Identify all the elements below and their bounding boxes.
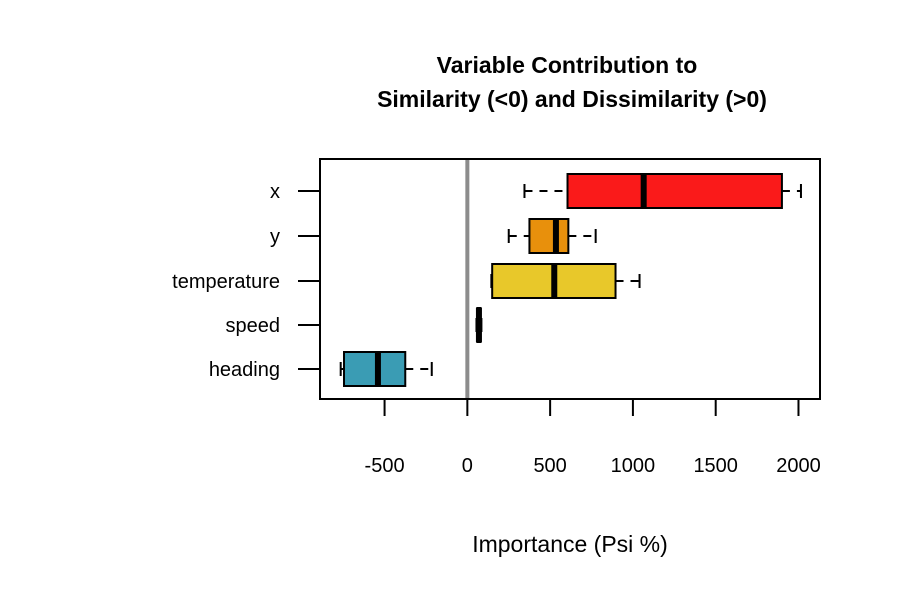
x-tick-label: 500: [533, 455, 566, 477]
plot-frame: [319, 158, 821, 400]
box-y: [528, 218, 570, 254]
y-tick-label: x: [270, 181, 280, 203]
y-tick-label: y: [270, 226, 280, 248]
x-tick-label: -500: [365, 455, 405, 477]
chart-title-line-2: Similarity (<0) and Dissimilarity (>0): [377, 86, 767, 112]
x-tick-label: 0: [462, 455, 473, 477]
x-axis-label: Importance (Psi %): [472, 531, 668, 557]
box-heading: [343, 351, 407, 387]
y-tick-label: speed: [226, 315, 281, 337]
x-tick-label: 1500: [693, 455, 738, 477]
y-tick-label: temperature: [172, 271, 280, 293]
chart-title-line-1: Variable Contribution to: [437, 52, 698, 78]
box-x: [566, 173, 783, 209]
x-tick-label: 2000: [776, 455, 821, 477]
y-tick-label: heading: [209, 359, 280, 381]
x-tick-label: 1000: [611, 455, 656, 477]
plot-marks: -500 0 500 1000 1500 2000 x y temperature speed he…: [172, 159, 821, 477]
